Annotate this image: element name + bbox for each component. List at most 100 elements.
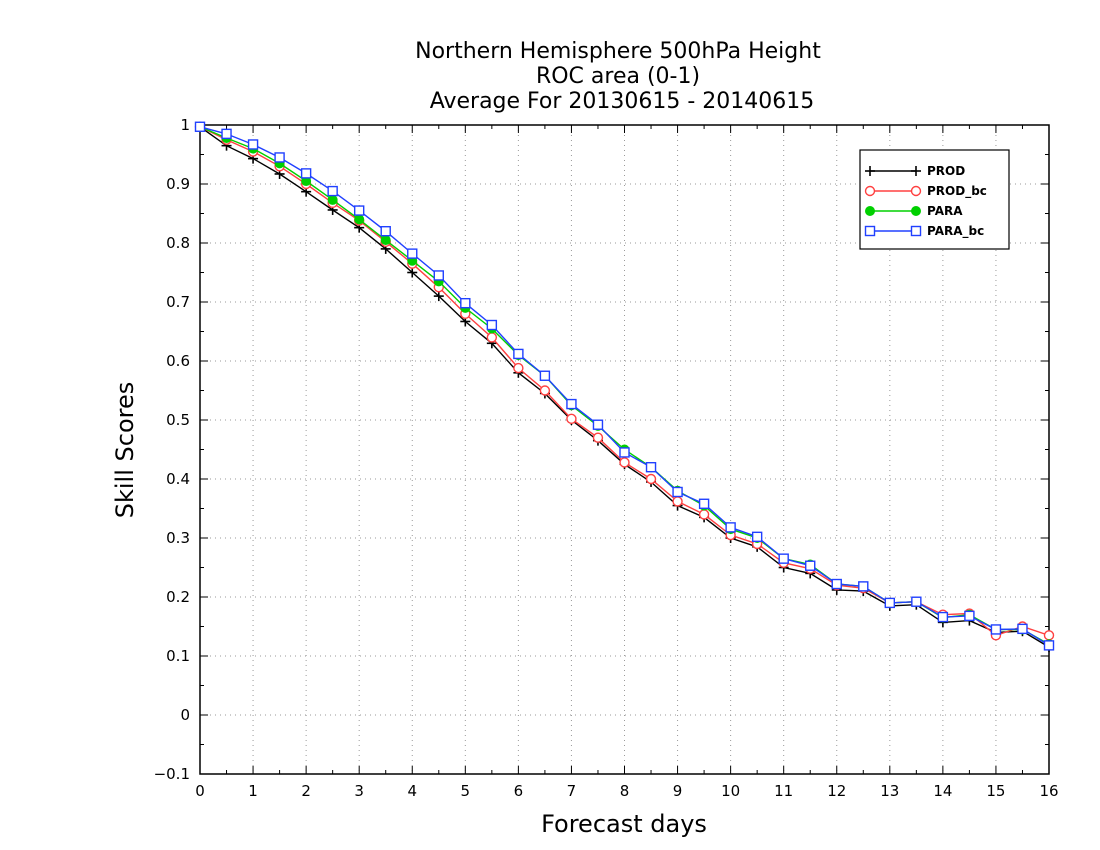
legend-label: PARA [927, 204, 963, 218]
data-point [486, 332, 498, 343]
data-point [990, 624, 1002, 635]
data-point [353, 205, 365, 216]
x-tick-label: 10 [721, 782, 740, 800]
legend-marker-left [864, 185, 876, 197]
legend-item: PROD_bc [864, 184, 987, 199]
data-point [645, 462, 657, 473]
y-tick-labels: −0.1 0 0.1 0.2 0.3 0.4 0.5 0.6 0.7 0.8 0.9 1 [154, 116, 190, 783]
data-point [247, 139, 259, 150]
plot-frame [199, 124, 1050, 775]
data-point [619, 457, 630, 468]
legend-item: PROD [865, 164, 965, 178]
x-tick-label: 16 [1039, 782, 1058, 800]
chart-title-line-2: ROC area (0-1) [536, 64, 700, 89]
data-point [407, 248, 418, 259]
x-tick-label: 15 [986, 782, 1005, 800]
legend-marker-left [864, 225, 876, 237]
data-point [698, 498, 710, 509]
data-series [194, 121, 1055, 653]
chart-title-line-1: Northern Hemisphere 500hPa Height [415, 39, 821, 64]
y-tick-label: 0.1 [166, 647, 190, 665]
data-point [1043, 630, 1055, 641]
data-point [433, 291, 444, 302]
data-point [274, 152, 285, 163]
data-point [380, 235, 391, 246]
data-point [300, 168, 312, 179]
legend-marker-left [865, 206, 875, 216]
chart-title-line-3: Average For 20130615 - 20140615 [430, 89, 815, 114]
x-tick-label: 3 [354, 782, 364, 800]
data-point [672, 486, 683, 498]
data-point [566, 413, 577, 425]
legend-label: PARA_bc [927, 224, 984, 239]
x-tick-label: 5 [461, 782, 471, 800]
data-point [858, 581, 869, 592]
series-para-bc [194, 121, 1055, 651]
data-point [354, 214, 365, 225]
x-tick-label: 13 [880, 782, 899, 800]
data-point [327, 185, 338, 197]
legend-marker-right [911, 166, 921, 176]
data-point [513, 348, 524, 360]
data-point [592, 432, 604, 443]
legend: PROD PROD_bc PARA PARA_bc [859, 149, 1010, 250]
x-tick-label: 11 [774, 782, 793, 800]
y-tick-label: 0.2 [166, 588, 190, 606]
data-point [539, 370, 551, 381]
legend-label: PROD_bc [927, 184, 987, 199]
data-point [751, 531, 763, 543]
chart-title: Northern Hemisphere 500hPa Height ROC ar… [415, 39, 821, 114]
x-tick-label: 14 [933, 782, 952, 800]
data-point [937, 611, 949, 623]
data-point [964, 610, 975, 622]
data-point [884, 597, 896, 609]
legend-marker-right [911, 206, 921, 216]
legend-box [859, 149, 1010, 250]
x-tick-label: 6 [514, 782, 524, 800]
legend-marker-right [910, 185, 922, 197]
y-tick-label: 0.4 [166, 470, 190, 488]
legend-marker-right [910, 225, 922, 237]
data-point [831, 578, 842, 590]
data-point [698, 509, 710, 520]
data-point [407, 267, 418, 278]
x-axis-label: Forecast days [541, 810, 707, 838]
data-point [1017, 623, 1028, 635]
data-point [513, 362, 524, 374]
data-point [672, 496, 683, 507]
legend-item: PARA_bc [864, 224, 984, 239]
data-point [778, 553, 789, 564]
x-tick-label: 0 [195, 782, 205, 800]
data-point [566, 398, 577, 410]
data-point [619, 447, 630, 458]
legend-label: PROD [927, 164, 965, 178]
data-point [460, 297, 471, 309]
data-point [592, 419, 604, 430]
data-point [221, 128, 232, 140]
data-point [194, 121, 206, 132]
x-tick-label: 4 [407, 782, 417, 800]
x-tick-label: 1 [248, 782, 258, 800]
data-point [327, 194, 338, 205]
data-point [380, 225, 391, 237]
data-point [645, 473, 657, 485]
x-tick-label: 9 [673, 782, 683, 800]
grid-lines [200, 125, 1049, 774]
x-tick-label: 8 [620, 782, 630, 800]
y-tick-label: 0.5 [166, 411, 190, 429]
data-point [805, 560, 816, 571]
data-point [725, 522, 736, 533]
y-tick-label: 0.3 [166, 529, 190, 547]
y-tick-label: −0.1 [154, 765, 190, 783]
data-point [486, 319, 498, 331]
y-tick-label: 0.6 [166, 352, 190, 370]
legend-marker-left [865, 166, 875, 176]
data-point [539, 385, 551, 396]
y-tick-label: 0 [180, 706, 190, 724]
x-tick-label: 2 [301, 782, 311, 800]
legend-item: PARA [865, 204, 963, 218]
y-tick-label: 0.9 [166, 175, 190, 193]
y-tick-label: 1 [180, 116, 190, 134]
y-tick-label: 0.7 [166, 293, 190, 311]
